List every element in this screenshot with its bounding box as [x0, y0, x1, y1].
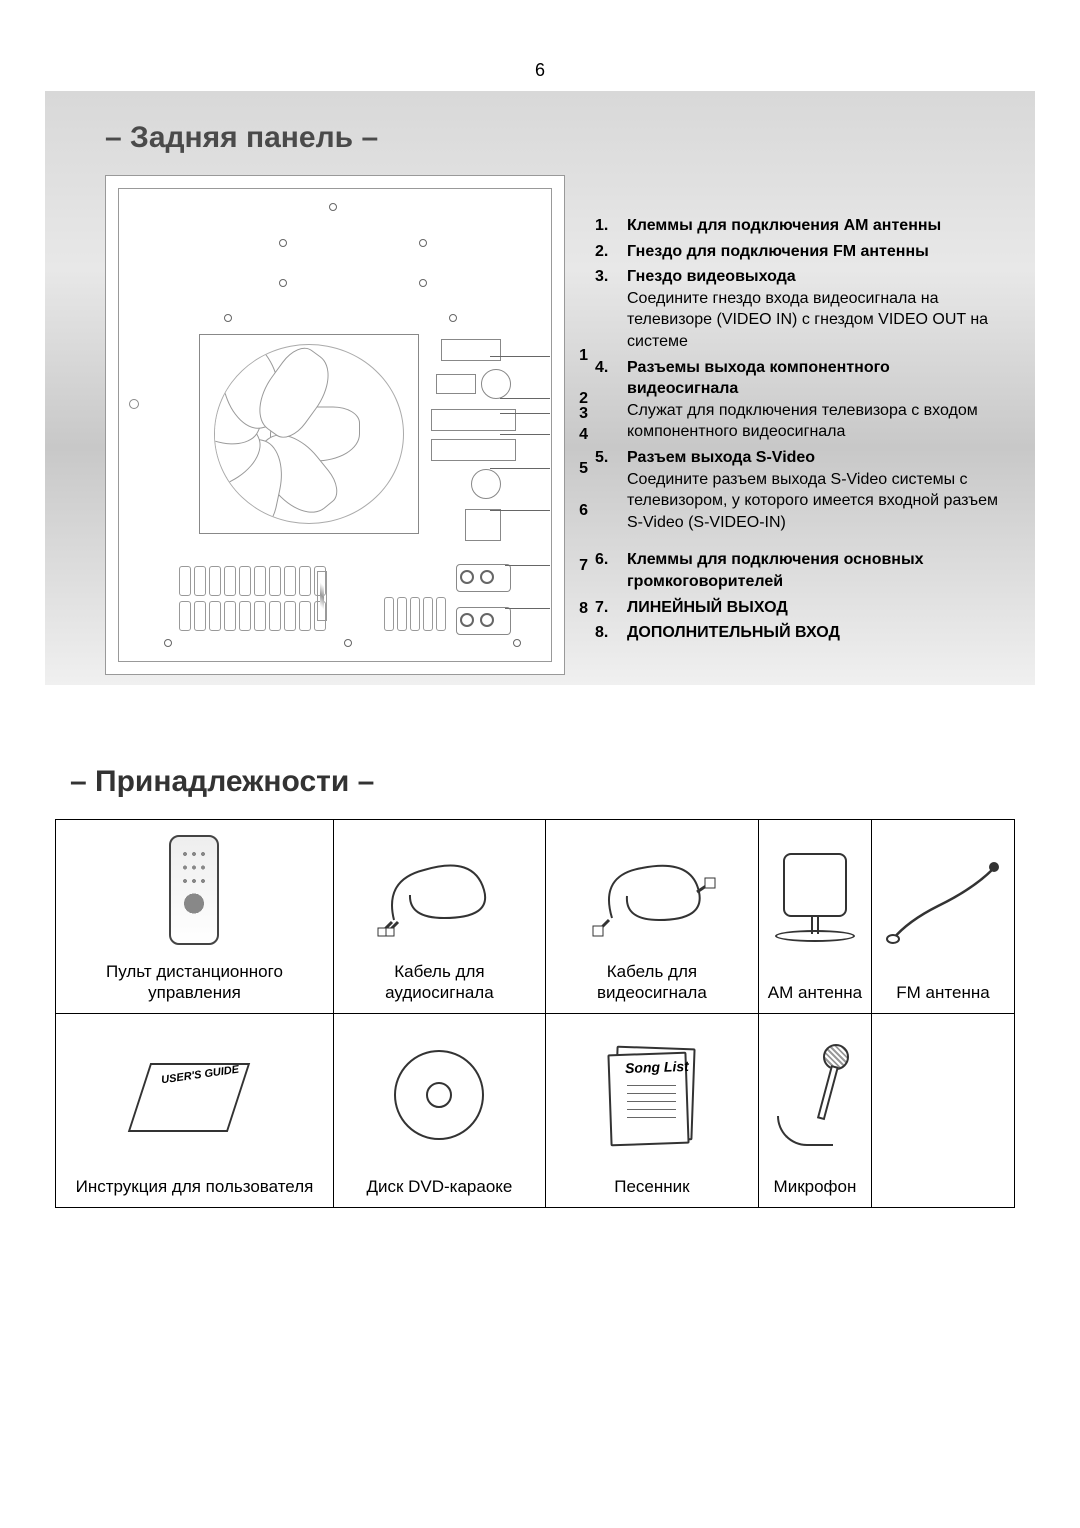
acc-cell: Диск DVD-караоке	[333, 1014, 545, 1208]
section2-title: – Принадлежности –	[70, 765, 1020, 799]
back-panel-diagram: 1 2 3 4 5 6 7 8	[105, 175, 565, 675]
acc-cell: Микрофон	[758, 1014, 871, 1208]
manual-icon: USER'S GUIDE	[62, 1022, 327, 1168]
legend-item: 3.Гнездо видеовыходаСоедините гнездо вхо…	[595, 266, 1005, 352]
acc-cell: Пульт дистанционного управления	[56, 820, 334, 1014]
fm-antenna-icon	[878, 828, 1008, 974]
acc-cell: Кабель для видеосигнала	[545, 820, 758, 1014]
section-header-bg: – Задняя панель –	[45, 91, 1035, 685]
section1-title: – Задняя панель –	[105, 121, 1005, 155]
legend-item: 1.Клеммы для подключения АМ антенны	[595, 215, 1005, 237]
callout-4: 4	[579, 427, 588, 443]
accessories-table: Пульт дистанционного управления Кабель д…	[55, 819, 1015, 1208]
songlist-icon: Song List	[552, 1022, 752, 1168]
am-antenna-icon	[765, 828, 865, 974]
legend-item: 8.ДОПОЛНИТЕЛЬНЫЙ ВХОД	[595, 622, 1005, 644]
callout-3: 3	[579, 406, 588, 422]
video-cable-icon	[552, 828, 752, 953]
legend-item: 7.ЛИНЕЙНЫЙ ВЫХОД	[595, 597, 1005, 619]
acc-cell: FM антенна	[871, 820, 1014, 1014]
legend-item: 4.Разъемы выхода компонентного видеосигн…	[595, 357, 1005, 443]
acc-cell-empty	[871, 1014, 1014, 1208]
legend-list: 1.Клеммы для подключения АМ антенны 2.Гн…	[595, 175, 1005, 648]
callout-8: 8	[579, 601, 588, 617]
microphone-icon	[765, 1022, 865, 1168]
acc-cell: USER'S GUIDE Инструкция для пользователя	[56, 1014, 334, 1208]
callout-1: 1	[579, 348, 588, 364]
callout-7: 7	[579, 558, 588, 574]
audio-cable-icon	[340, 828, 539, 953]
page-number: 6	[60, 60, 1020, 81]
disc-icon	[340, 1022, 539, 1168]
acc-cell: Кабель для аудиосигнала	[333, 820, 545, 1014]
callout-6: 6	[579, 503, 588, 519]
legend-item: 2.Гнездо для подключения FM антенны	[595, 241, 1005, 263]
acc-cell: Song List Песенник	[545, 1014, 758, 1208]
remote-icon	[62, 828, 327, 953]
acc-cell: АМ антенна	[758, 820, 871, 1014]
legend-item: 5.Разъем выхода S-VideoСоедините разъем …	[595, 447, 1005, 533]
callout-5: 5	[579, 461, 588, 477]
legend-item: 6.Клеммы для подключения основных громко…	[595, 549, 1005, 592]
